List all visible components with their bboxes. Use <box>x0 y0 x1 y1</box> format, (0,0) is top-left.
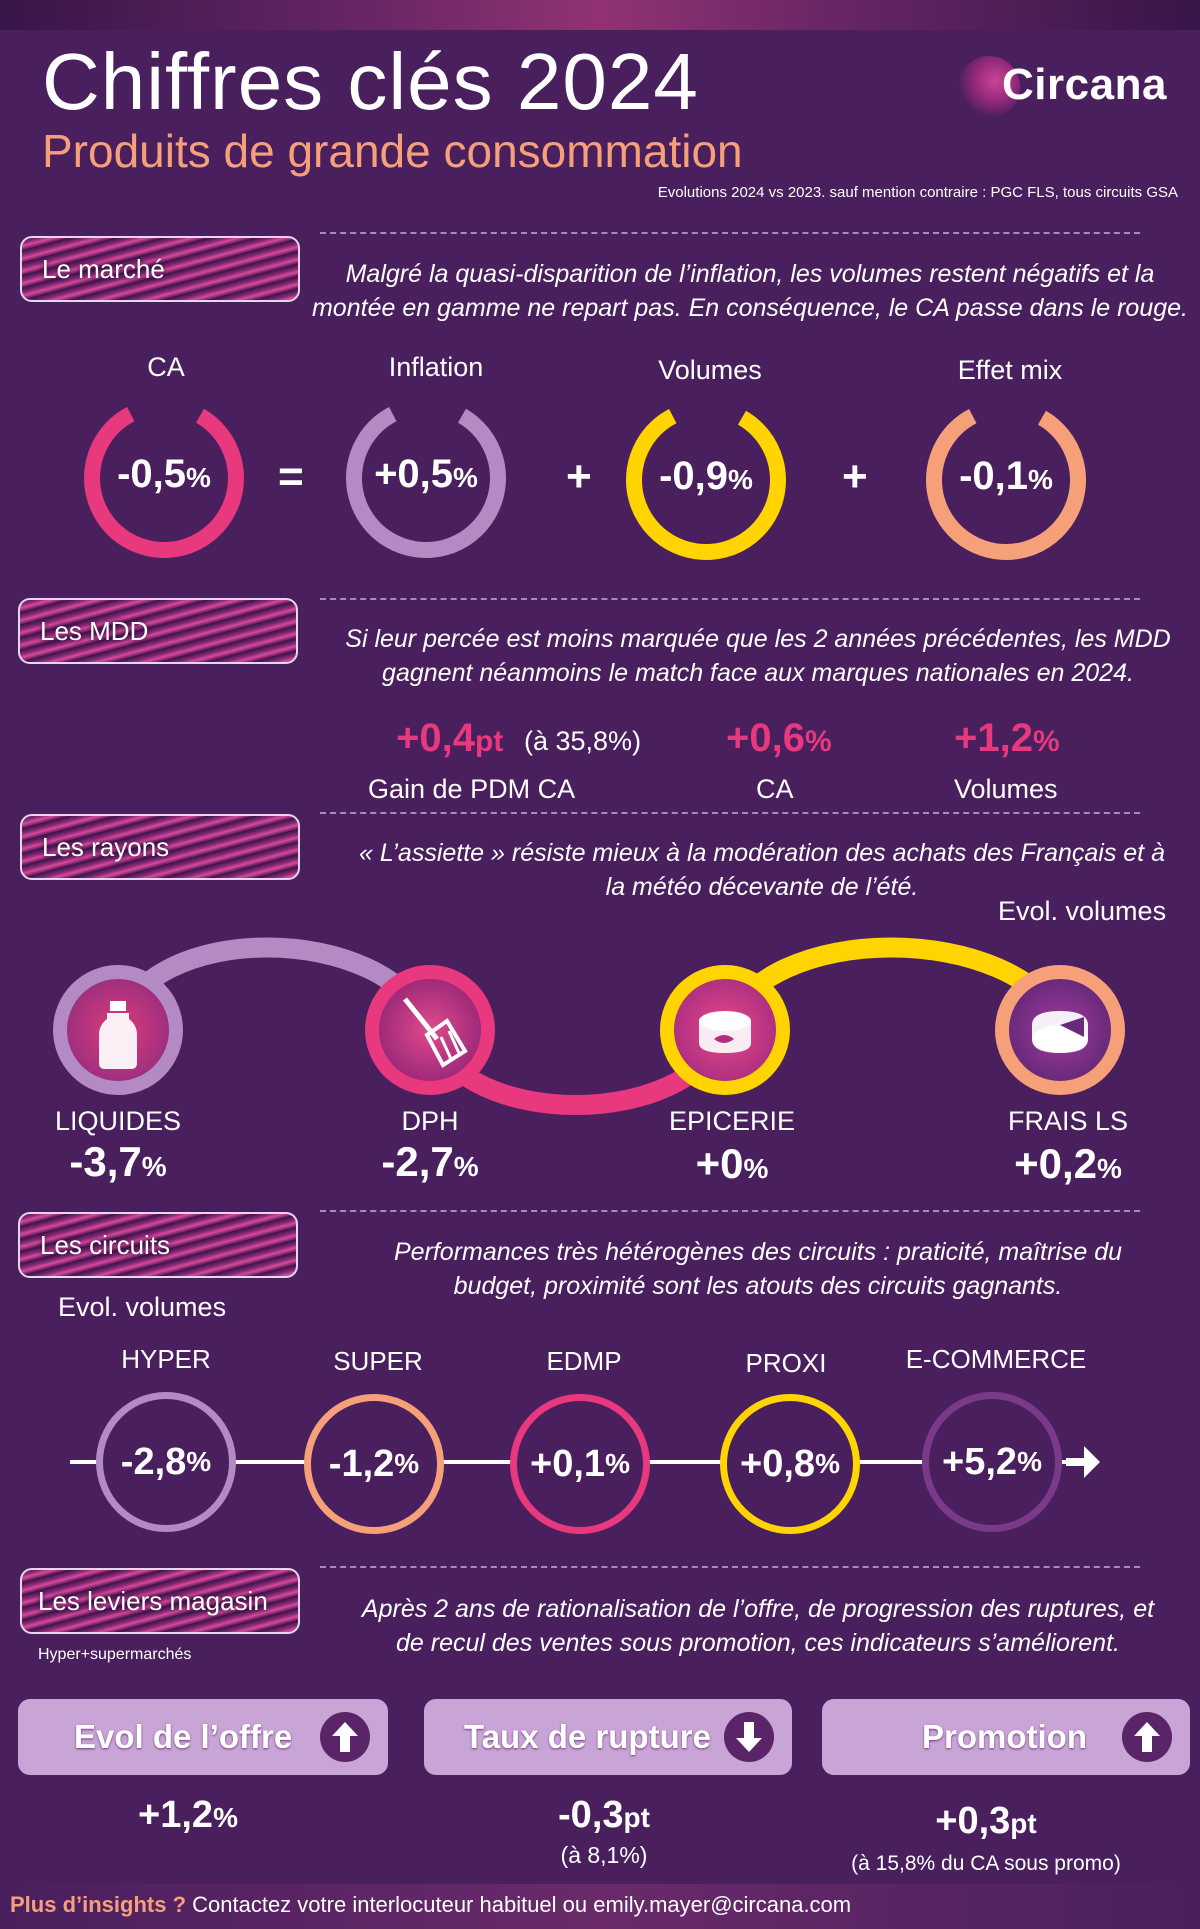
circuit-name-proxi: PROXI <box>745 1348 827 1378</box>
lever-value-promotion: +0,3pt <box>935 1800 1037 1842</box>
circuit-ring-super: -1,2% <box>304 1394 444 1534</box>
rayon-liquides-badge <box>53 965 183 1095</box>
circana-logo: Circana <box>958 52 1180 122</box>
mdd-pdm-label: Gain de PDM CA <box>368 774 576 804</box>
circuit-name-hyper: HYPER <box>121 1344 211 1374</box>
arrow-right-icon <box>1066 1446 1100 1478</box>
divider <box>320 232 1140 234</box>
footer-highlight: Plus d’insights ? <box>10 1892 187 1917</box>
rayons-intro: « L’assiette » résiste mieux à la modéra… <box>359 839 1165 901</box>
circuit-ring-proxi: +0,8% <box>720 1394 860 1534</box>
section-label-rayons: Les rayons <box>20 814 300 880</box>
rayon-name-dph: DPH <box>401 1106 459 1136</box>
mdd-ca-value: +0,6% <box>726 716 832 760</box>
circuit-name-e-commerce: E-COMMERCE <box>905 1344 1087 1374</box>
plus-sign: + <box>842 452 868 501</box>
rayon-frais-ls-badge <box>995 965 1125 1095</box>
lever-label-promotion: Promotion <box>922 1718 1087 1755</box>
mdd-volumes-value: +1,2% <box>954 716 1060 760</box>
rayon-name-epicerie: EPICERIE <box>668 1106 796 1136</box>
rayon-name-frais-ls: FRAIS LS <box>1007 1106 1129 1136</box>
page-title: Chiffres clés 2024 <box>42 37 699 126</box>
lever-sub-promotion: (à 15,8% du CA sous promo) <box>851 1852 1121 1875</box>
divider <box>320 812 1140 814</box>
gauge-value-volumes: -0,9% <box>659 454 753 498</box>
footer-contact: Plus d’insights ? Contactez votre interl… <box>10 1892 851 1918</box>
gauge-value-ca: -0,5% <box>117 452 211 496</box>
footer-email-text[interactable]: Contactez votre interlocuteur habituel o… <box>186 1892 852 1917</box>
lever-value-offre: +1,2% <box>138 1794 238 1836</box>
logo-text: Circana <box>1002 60 1167 109</box>
divider <box>320 1210 1140 1212</box>
gauge-ring <box>84 398 244 558</box>
mdd-pdm-value: +0,4pt <box>396 716 504 760</box>
rayon-value-dph: -2,7% <box>381 1138 479 1185</box>
gauge-label-effet-mix: Effet mix <box>957 355 1063 385</box>
gauge-label-ca: CA <box>147 352 185 382</box>
page-subtitle: Produits de grande consommation <box>42 125 743 177</box>
gauge-value-inflation: +0,5% <box>374 452 478 496</box>
rayon-value-frais-ls: +0,2% <box>1014 1140 1122 1187</box>
mdd-intro: Si leur percée est moins marquée que les… <box>345 625 1171 687</box>
top-decor <box>0 0 1200 30</box>
lever-promotion: Promotion <box>822 1699 1190 1775</box>
mdd-pdm-note: (à 35,8%) <box>524 726 642 756</box>
section-label-circuits: Les circuits <box>18 1212 298 1278</box>
section-label-leviers: Les leviers magasin <box>20 1568 300 1634</box>
gauge-ring <box>346 398 506 558</box>
arrow-up-icon <box>1122 1712 1172 1762</box>
scope-note: Evolutions 2024 vs 2023. sauf mention co… <box>657 184 1178 201</box>
gauge-volumes: -0,9% <box>620 394 792 566</box>
circuit-name-edmp: EDMP <box>546 1346 622 1376</box>
broom-icon <box>403 997 468 1068</box>
arrow-down-icon <box>724 1712 774 1762</box>
marche-intro: Malgré la quasi-disparition de l’inflati… <box>311 260 1188 322</box>
lever-value-rupture: -0,3pt <box>558 1794 650 1836</box>
gauge-ring <box>626 400 786 560</box>
rayon-value-liquides: -3,7% <box>69 1138 167 1185</box>
footer-bar <box>0 1884 1200 1929</box>
circuit-ring-hyper: -2,8% <box>96 1392 236 1532</box>
gauge-ca: -0,5% <box>78 392 250 564</box>
circuit-ring-edmp: +0,1% <box>510 1394 650 1534</box>
rayon-epicerie-badge <box>660 965 790 1095</box>
circuit-name-super: SUPER <box>333 1346 423 1376</box>
leviers-intro: Après 2 ans de rationalisation de l’offr… <box>361 1595 1155 1657</box>
plus-sign: + <box>566 452 592 501</box>
gauge-ring <box>926 400 1086 560</box>
bottle-icon <box>99 1001 137 1069</box>
arrow-up-icon <box>320 1712 370 1762</box>
rayons-axis-note: Evol. volumes <box>998 896 1167 926</box>
logo-swirl-icon <box>958 56 1020 118</box>
gauge-inflation: +0,5% <box>340 392 512 564</box>
leviers-scope: Hyper+supermarchés <box>38 1646 192 1663</box>
gauge-value-effet-mix: -0,1% <box>959 454 1053 498</box>
equals-sign: = <box>278 452 304 501</box>
gauge-label-inflation: Inflation <box>388 352 484 382</box>
tin-can-icon <box>699 1011 751 1053</box>
lever-offre: Evol de l’offre <box>18 1699 388 1775</box>
section-label-marche: Le marché <box>20 236 300 302</box>
cheese-icon <box>1032 1011 1088 1053</box>
mdd-volumes-label: Volumes <box>954 774 1058 804</box>
gauge-label-volumes: Volumes <box>658 355 762 385</box>
gauge-effet-mix: -0,1% <box>920 394 1092 566</box>
rayon-value-epicerie: +0% <box>695 1140 769 1187</box>
divider <box>320 1566 1140 1568</box>
circuit-ring-e-commerce: +5,2% <box>922 1392 1062 1532</box>
mdd-ca-label: CA <box>756 774 794 804</box>
rayon-dph-badge <box>365 965 495 1095</box>
rayon-name-liquides: LIQUIDES <box>54 1106 182 1136</box>
lever-label-rupture: Taux de rupture <box>464 1718 711 1755</box>
circuits-intro: Performances très hétérogènes des circui… <box>393 1238 1123 1300</box>
lever-label-offre: Evol de l’offre <box>74 1718 293 1755</box>
lever-rupture: Taux de rupture <box>424 1699 792 1775</box>
section-label-mdd: Les MDD <box>18 598 298 664</box>
circuits-axis-note: Evol. volumes <box>58 1292 227 1322</box>
divider <box>320 598 1140 600</box>
lever-sub-rupture: (à 8,1%) <box>560 1842 648 1868</box>
